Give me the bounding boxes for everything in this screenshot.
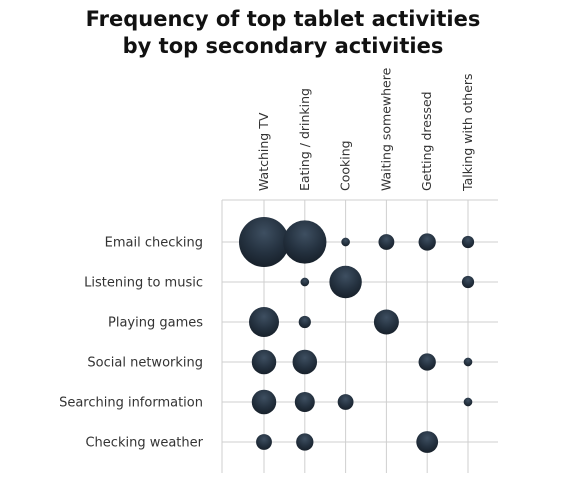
bubble (378, 234, 395, 250)
row-labels: Email checking Listening to music Playing … (59, 236, 204, 451)
chart-title-line-2: by top secondary activities (122, 34, 444, 58)
bubble (373, 309, 399, 335)
bubble (461, 275, 475, 289)
bubble (251, 349, 277, 375)
bubble (256, 434, 272, 450)
bubble (461, 235, 475, 249)
column-label: Talking with others (460, 73, 475, 192)
bubble (341, 237, 350, 247)
bubble (296, 433, 314, 451)
bubble (463, 357, 473, 367)
row-label: Email checking (105, 236, 203, 251)
row-label: Checking weather (85, 436, 203, 451)
column-label: Watching TV (256, 112, 271, 191)
bubble (283, 220, 327, 264)
column-label: Cooking (338, 140, 353, 191)
column-label: Waiting somewhere (378, 67, 393, 191)
bubble (418, 353, 436, 371)
bubble (292, 349, 318, 375)
bubbles (239, 217, 475, 453)
bubble (329, 265, 362, 299)
column-labels: Watching TV Eating / drinking Cooking Waiti… (256, 67, 475, 192)
row-label: Playing games (108, 316, 203, 331)
bubble (463, 397, 473, 407)
chart-title-line-1: Frequency of top tablet activities (85, 7, 481, 31)
chart-title: Frequency of top tablet activities by to… (0, 6, 566, 60)
bubble (418, 233, 436, 251)
bubble (251, 389, 277, 415)
bubble (249, 307, 279, 337)
row-label: Social networking (87, 356, 203, 371)
bubble (239, 217, 289, 267)
column-label: Getting dressed (419, 91, 434, 191)
column-label: Eating / drinking (297, 88, 312, 191)
bubble (294, 392, 315, 412)
bubble (298, 315, 311, 329)
row-label: Searching information (59, 396, 203, 411)
bubble (337, 394, 354, 410)
bubble (300, 277, 310, 287)
row-label: Listening to music (84, 276, 203, 291)
bubble (416, 431, 439, 453)
